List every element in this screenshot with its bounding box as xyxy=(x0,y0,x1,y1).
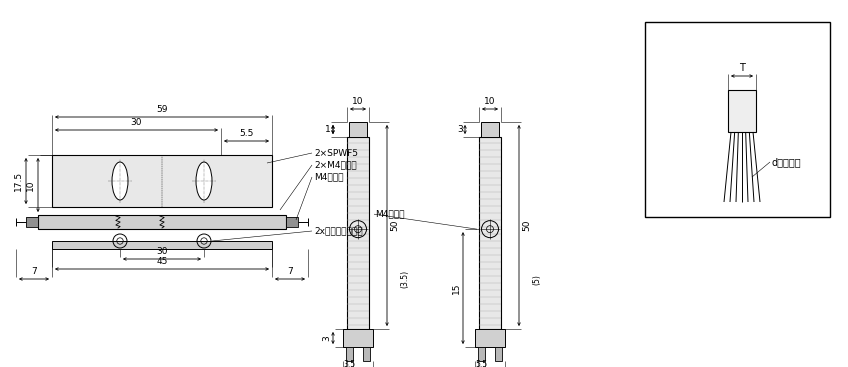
Bar xyxy=(349,122,367,137)
Text: 10: 10 xyxy=(484,97,496,106)
Text: 15: 15 xyxy=(452,282,461,294)
Text: 45: 45 xyxy=(156,257,168,266)
Bar xyxy=(346,347,353,361)
Text: 17.5: 17.5 xyxy=(14,171,23,191)
Text: 3.5: 3.5 xyxy=(343,360,355,367)
Text: 2×M4ボルト: 2×M4ボルト xyxy=(314,160,357,170)
Text: d（線径）: d（線径） xyxy=(772,157,801,167)
Bar xyxy=(52,155,272,207)
Text: 3: 3 xyxy=(457,126,463,134)
Bar xyxy=(347,137,369,329)
Text: 5.5: 5.5 xyxy=(239,129,254,138)
Text: (5): (5) xyxy=(532,274,541,284)
Bar xyxy=(479,137,501,329)
Bar xyxy=(26,217,38,227)
Ellipse shape xyxy=(196,162,212,200)
Text: M4ボルト: M4ボルト xyxy=(314,172,343,182)
Bar xyxy=(52,241,272,249)
Text: 50: 50 xyxy=(390,220,399,231)
Text: 30: 30 xyxy=(156,247,168,256)
Text: (3.5): (3.5) xyxy=(400,270,409,288)
Bar xyxy=(343,329,373,347)
Text: 7: 7 xyxy=(31,267,36,276)
Text: 1: 1 xyxy=(326,126,331,134)
Text: 59: 59 xyxy=(156,105,168,114)
Bar xyxy=(478,347,485,361)
Bar xyxy=(286,217,298,227)
Bar xyxy=(495,347,502,361)
Bar xyxy=(645,22,830,217)
Text: T: T xyxy=(739,63,745,73)
Bar xyxy=(728,90,756,132)
Text: 50: 50 xyxy=(522,220,531,231)
Ellipse shape xyxy=(112,162,128,200)
Text: 30: 30 xyxy=(131,118,142,127)
Text: 2×SPWF5: 2×SPWF5 xyxy=(314,149,358,157)
Text: 10: 10 xyxy=(26,179,35,191)
Text: 2xねじインサート: 2xねじインサート xyxy=(314,226,363,236)
Text: 5.5: 5.5 xyxy=(476,360,488,367)
Text: 10: 10 xyxy=(352,97,364,106)
Bar xyxy=(363,347,370,361)
Bar xyxy=(481,122,499,137)
Text: 3: 3 xyxy=(322,335,331,341)
Bar xyxy=(38,215,286,229)
Bar xyxy=(475,329,505,347)
Text: 7: 7 xyxy=(287,267,293,276)
Text: M4ボルト: M4ボルト xyxy=(375,210,404,219)
